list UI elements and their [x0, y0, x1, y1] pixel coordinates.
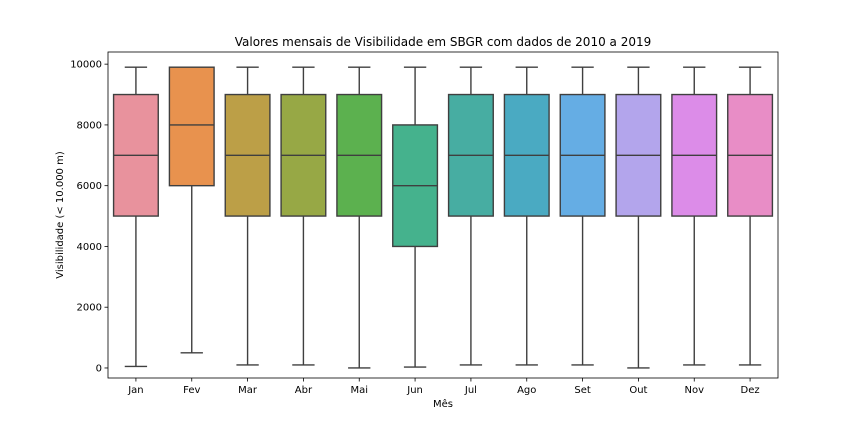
- x-tick-label-jun: Jun: [406, 385, 423, 396]
- box-dez: [727, 66, 774, 366]
- x-axis-ticks: Jan Fev Mar Abr Mai Jun Jul Ago Set Out Nov Dez: [127, 378, 760, 396]
- y-tick-label: 8000: [77, 120, 102, 131]
- y-tick-label: 4000: [77, 242, 102, 253]
- box-jul: [447, 66, 494, 366]
- x-tick-label-out: Out: [629, 385, 647, 396]
- x-tick-label-fev: Fev: [183, 385, 200, 396]
- y-tick-label: 0: [96, 363, 102, 374]
- iqr-box: [168, 66, 215, 187]
- x-tick-label-ago: Ago: [517, 385, 536, 396]
- box-nov: [671, 66, 718, 366]
- x-tick-label-mar: Mar: [238, 385, 258, 396]
- x-tick-label-jul: Jul: [464, 385, 477, 396]
- chart-title: Valores mensais de Visibilidade em SBGR …: [235, 35, 651, 49]
- box-out: [615, 66, 662, 369]
- plot-area-frame: [107, 51, 779, 379]
- x-tick-label-nov: Nov: [684, 385, 704, 396]
- y-axis-ticks: 0 2000 4000 6000 8000 10000: [70, 60, 108, 374]
- box-set: [559, 66, 606, 366]
- box-abr: [280, 66, 327, 366]
- box-jan: [112, 66, 159, 368]
- x-tick-label-set: Set: [574, 385, 591, 396]
- x-tick-label-abr: Abr: [295, 385, 313, 396]
- x-tick-label-jan: Jan: [127, 385, 143, 396]
- box-mar: [224, 66, 271, 366]
- box-ago: [503, 66, 550, 366]
- box-fev: [168, 66, 215, 354]
- x-tick-label-mai: Mai: [350, 385, 368, 396]
- boxes-group: [112, 66, 774, 369]
- y-tick-label: 6000: [77, 181, 102, 192]
- x-tick-label-dez: Dez: [741, 385, 760, 396]
- x-axis-label: Mês: [433, 398, 453, 410]
- y-tick-label: 2000: [77, 303, 102, 314]
- y-axis-label: Visibilidade (< 10.000 m): [55, 151, 66, 279]
- box-jun: [392, 66, 439, 368]
- y-tick-label: 10000: [70, 60, 102, 71]
- box-mai: [336, 66, 383, 369]
